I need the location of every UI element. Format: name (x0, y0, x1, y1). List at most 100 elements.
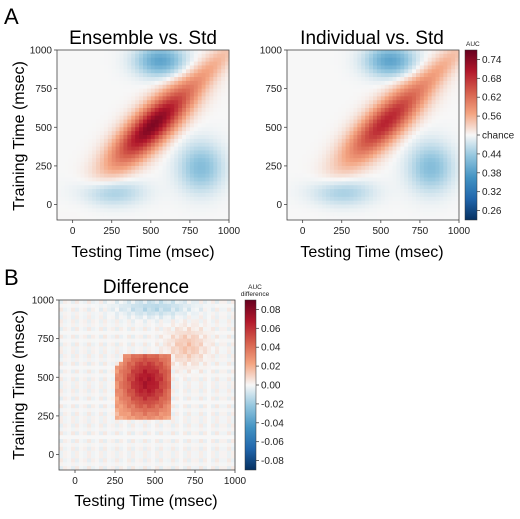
heatmap-cell (385, 65, 389, 69)
heatmap-cell (84, 193, 88, 197)
heatmap-cell (295, 127, 299, 131)
heatmap-cell (412, 123, 416, 127)
heatmap-cell (400, 50, 404, 54)
heatmap-cell (318, 162, 322, 166)
heatmap-cell (330, 131, 334, 135)
heatmap-cell (206, 120, 210, 124)
heatmap-cell (116, 85, 120, 89)
heatmap-cell (389, 212, 393, 216)
heatmap-cell (155, 166, 159, 170)
heatmap-cell (198, 170, 202, 174)
heatmap-cell (77, 93, 81, 97)
heatmap-cell (373, 147, 377, 151)
heatmap-cell (198, 89, 202, 93)
heatmap-cell (127, 308, 131, 312)
heatmap-cell (147, 178, 151, 182)
heatmap-cell (71, 451, 75, 455)
heatmap-cell (77, 208, 81, 212)
heatmap-cell (389, 131, 393, 135)
heatmap-cell (87, 462, 91, 466)
heatmap-cell (186, 73, 190, 77)
heatmap-cell (408, 131, 412, 135)
heatmap-cell (147, 420, 151, 424)
heatmap-cell (143, 131, 147, 135)
heatmap-cell (369, 112, 373, 116)
heatmap-cell (71, 397, 75, 401)
heatmap-cell (350, 185, 354, 189)
heatmap-cell (99, 312, 103, 316)
heatmap-cell (57, 131, 61, 135)
heatmap-cell (100, 120, 104, 124)
heatmap-cell (83, 397, 87, 401)
heatmap-cell (412, 166, 416, 170)
heatmap-cell (103, 455, 107, 459)
heatmap-cell (346, 201, 350, 205)
heatmap-cell (166, 54, 170, 58)
heatmap-cell (127, 416, 131, 420)
heatmap-cell (221, 166, 225, 170)
heatmap-cell (213, 212, 217, 216)
heatmap-cell (155, 104, 159, 108)
heatmap-cell (143, 104, 147, 108)
heatmap-cell (108, 127, 112, 131)
heatmap-cell (346, 96, 350, 100)
heatmap-cell (59, 400, 63, 404)
heatmap-cell (186, 150, 190, 154)
heatmap-cell (65, 62, 69, 66)
heatmap-cell (186, 100, 190, 104)
heatmap-cell (135, 377, 139, 381)
heatmap-cell (342, 185, 346, 189)
heatmap-cell (91, 362, 95, 366)
heatmap-cell (69, 112, 73, 116)
heatmap-cell (346, 189, 350, 193)
heatmap-cell (338, 93, 342, 97)
heatmap-cell (381, 201, 385, 205)
heatmap-cell (127, 73, 131, 77)
heatmap-cell (87, 315, 91, 319)
heatmap-cell (69, 212, 73, 216)
heatmap-cell (131, 104, 135, 108)
heatmap-cell (77, 197, 81, 201)
heatmap-cell (342, 135, 346, 139)
heatmap-cell (170, 178, 174, 182)
heatmap-cell (112, 58, 116, 62)
heatmap-cell (104, 131, 108, 135)
heatmap-cell (346, 166, 350, 170)
heatmap-cell (221, 85, 225, 89)
heatmap-cell (127, 315, 131, 319)
heatmap-cell (206, 178, 210, 182)
heatmap-cell (178, 65, 182, 69)
heatmap-cell (139, 54, 143, 58)
heatmap-cell (357, 205, 361, 209)
heatmap-cell (61, 112, 65, 116)
heatmap-cell (310, 104, 314, 108)
heatmap-cell (303, 54, 307, 58)
heatmap-cell (365, 174, 369, 178)
heatmap-cell (310, 197, 314, 201)
heatmap-cell (91, 323, 95, 327)
heatmap-cell (65, 193, 69, 197)
heatmap-cell (334, 58, 338, 62)
heatmap-cell (209, 93, 213, 97)
heatmap-cell (65, 139, 69, 143)
heatmap-cell (365, 143, 369, 147)
heatmap-cell (295, 131, 299, 135)
heatmap-cell (170, 89, 174, 93)
heatmap-cell (59, 404, 63, 408)
heatmap-cell (369, 96, 373, 100)
heatmap-cell (396, 201, 400, 205)
heatmap-cell (182, 108, 186, 112)
heatmap-cell (447, 62, 451, 66)
heatmap-cell (202, 139, 206, 143)
heatmap-cell (135, 65, 139, 69)
heatmap-cell (96, 139, 100, 143)
heatmap-cell (104, 147, 108, 151)
heatmap-cell (92, 147, 96, 151)
heatmap-cell (75, 358, 79, 362)
heatmap-cell (77, 212, 81, 216)
heatmap-cell (59, 412, 63, 416)
heatmap-cell (104, 201, 108, 205)
heatmap-cell (322, 131, 326, 135)
heatmap-cell (318, 208, 322, 212)
